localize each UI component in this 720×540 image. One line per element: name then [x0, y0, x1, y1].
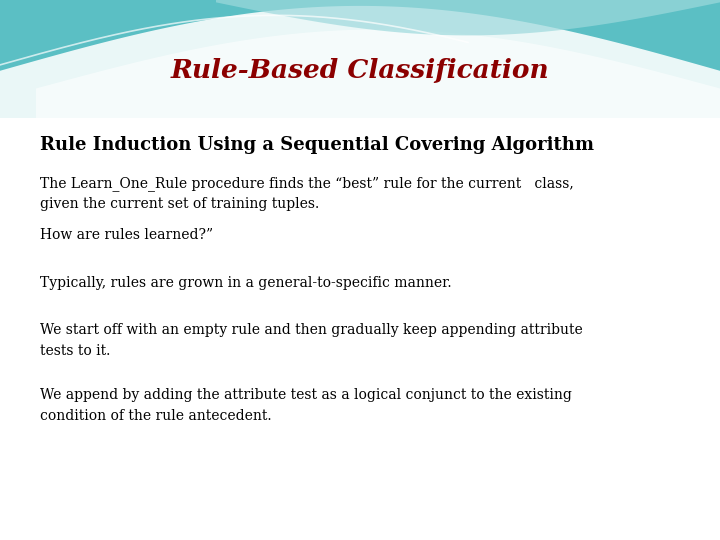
Bar: [0, 0, 720, 118]
Text: We start off with an empty rule and then gradually keep appending attribute
test: We start off with an empty rule and then…: [40, 323, 582, 357]
Text: The Learn_One_Rule procedure finds the “best” rule for the current   class,
give: The Learn_One_Rule procedure finds the “…: [40, 176, 573, 212]
Polygon shape: [0, 6, 720, 118]
Polygon shape: [216, 0, 720, 36]
Bar: [0, 118, 720, 540]
Polygon shape: [36, 30, 720, 118]
Text: We append by adding the attribute test as a logical conjunct to the existing
con: We append by adding the attribute test a…: [40, 388, 572, 423]
Text: How are rules learned?”: How are rules learned?”: [40, 228, 212, 242]
Text: Rule Induction Using a Sequential Covering Algorithm: Rule Induction Using a Sequential Coveri…: [40, 136, 593, 154]
Text: Rule-Based Classification: Rule-Based Classification: [171, 58, 549, 83]
Text: Typically, rules are grown in a general-to-specific manner.: Typically, rules are grown in a general-…: [40, 276, 451, 290]
